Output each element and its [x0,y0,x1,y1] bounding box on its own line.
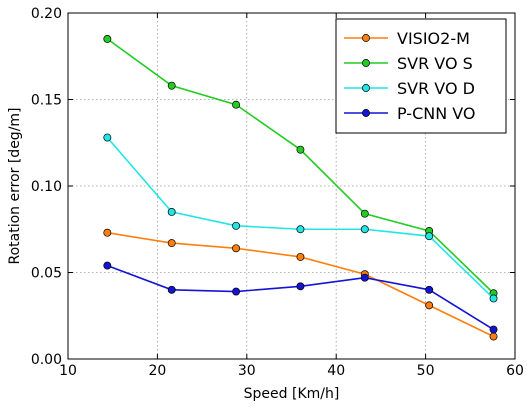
data-point [360,225,369,234]
data-point [232,244,241,253]
x-tick-label: 10 [59,363,77,379]
data-point [489,325,498,334]
legend-marker [362,109,370,117]
data-point [167,81,176,90]
y-tick-label: 0.15 [31,93,62,109]
legend-label: SVR VO D [397,79,475,98]
data-point [167,285,176,294]
x-tick-label: 20 [148,363,166,379]
data-point [425,285,434,294]
legend-label: VISIO2-M [397,29,470,48]
data-point [296,252,305,261]
y-tick-label: 0.05 [31,266,62,282]
y-tick-label: 0.00 [31,352,62,368]
x-tick-label: 40 [327,363,345,379]
data-point [296,145,305,154]
x-tick-label: 50 [417,363,435,379]
legend-label: P-CNN VO [397,104,476,123]
legend-item: SVR VO D [344,79,475,98]
data-point [103,35,112,43]
x-tick-label: 30 [238,363,256,379]
legend-item: SVR VO S [344,54,473,73]
legend-item: P-CNN VO [344,104,476,123]
series-p-cnn-vo [103,261,498,334]
data-point [489,332,498,341]
x-tick-label: 60 [506,363,524,379]
data-point [232,287,241,296]
data-point [296,225,305,234]
data-point [425,232,434,241]
legend-marker [362,34,370,42]
data-point [232,221,241,230]
series-group [103,35,498,341]
x-axis-label: Speed [Km/h] [244,386,340,402]
data-point [360,209,369,218]
data-point [232,100,241,109]
data-point [296,282,305,291]
data-point [489,294,498,303]
legend-marker [362,84,370,92]
data-point [167,239,176,248]
legend-item: VISIO2-M [344,29,470,48]
legend-marker [362,59,370,67]
data-point [360,273,369,282]
data-point [103,133,112,142]
y-tick-label: 0.20 [31,6,62,22]
axis-ticks: 10 20 30 40 50 60 0.00 0.05 0.10 0.15 0.20 [31,6,524,379]
data-point [103,228,112,237]
y-axis-label: Rotation error [deg/m] [7,107,23,264]
data-point [167,207,176,216]
data-point [103,261,112,270]
series-svr-vo-s [103,35,498,298]
series-svr-vo-d [103,133,498,303]
legend: VISIO2-M SVR VO S SVR VO D P-CNN VO [335,18,507,134]
data-point [425,301,434,310]
legend-label: SVR VO S [397,54,473,73]
y-tick-label: 0.10 [31,179,62,195]
